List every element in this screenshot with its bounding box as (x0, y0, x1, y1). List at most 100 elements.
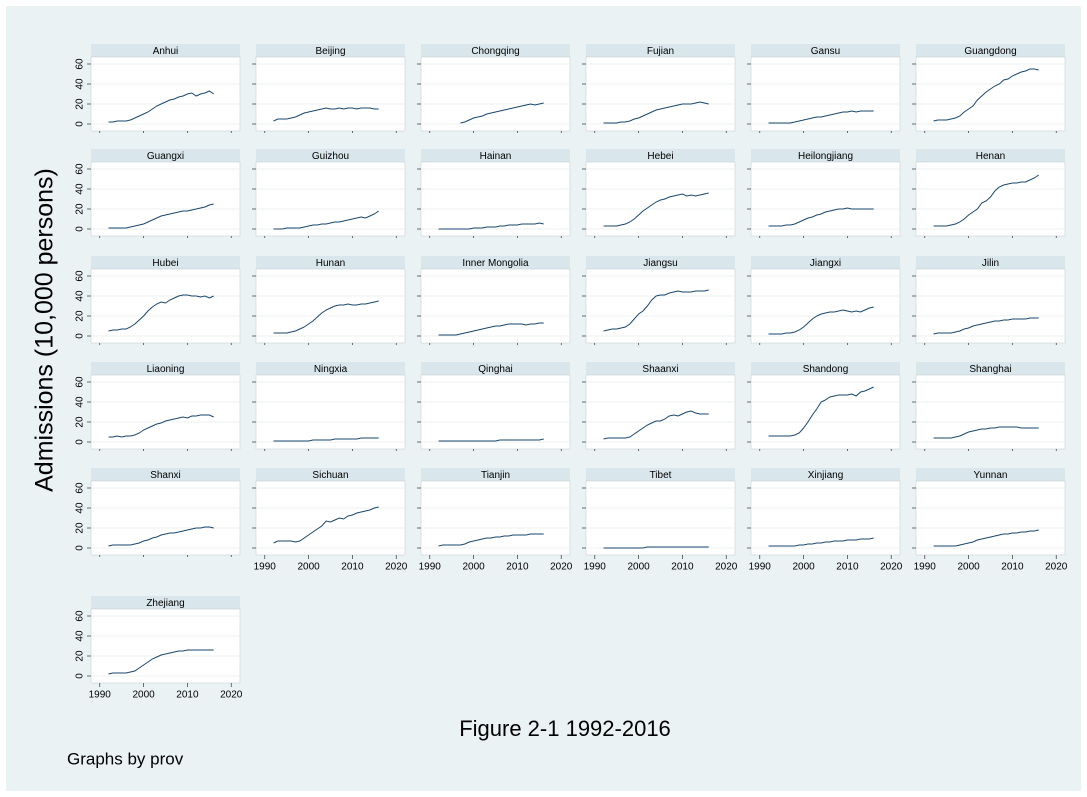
panel: Sichuan 1990 2000 2010 2020 (252, 468, 408, 573)
panel-header (751, 44, 900, 57)
panel-title: Sichuan (312, 470, 348, 481)
series-line (108, 526, 214, 547)
panel-title: Shanghai (969, 364, 1011, 375)
panel-header (91, 362, 240, 375)
plot-area (420, 480, 571, 556)
panel-title: Henan (976, 151, 1005, 162)
panel-header (421, 44, 570, 57)
series-line (768, 207, 874, 227)
panel-title: Shanxi (150, 470, 181, 481)
x-tick-label: 2010 (836, 562, 859, 573)
series-line (768, 537, 874, 547)
panel: Tianjin 1990 2000 2010 2020 (417, 468, 573, 573)
plot-area (255, 161, 406, 237)
plot-area (255, 480, 406, 556)
plot-area (915, 480, 1066, 556)
x-tick-label: 1990 (914, 562, 937, 573)
panel-title: Hunan (316, 258, 345, 269)
plot-area (750, 56, 901, 132)
panel: Shanxi 0 20 40 60 (75, 468, 241, 557)
panel-title: Zhejiang (146, 598, 184, 609)
plot-area (420, 268, 571, 344)
panel-title: Heilongjiang (798, 151, 853, 162)
panel-header (751, 362, 900, 375)
y-tick-label: 20 (75, 203, 86, 215)
plot-area (420, 56, 571, 132)
panel-title: Jiangxi (810, 258, 841, 269)
panel: Ningxia (252, 362, 406, 451)
panel: Shanghai (912, 362, 1066, 451)
panel: Beijing (252, 44, 406, 133)
plot-area (585, 56, 736, 132)
y-tick-label: 0 (75, 333, 86, 339)
panel-header (586, 362, 735, 375)
panel-header (421, 362, 570, 375)
panel: Heilongjiang (747, 149, 901, 238)
plot-area (90, 374, 241, 450)
y-tick-label: 60 (75, 58, 86, 70)
caption: Figure 2-1 1992-2016 (459, 716, 671, 741)
panel-header (256, 256, 405, 269)
panel-title: Xinjiang (808, 470, 844, 481)
panel: Anhui 0 20 40 60 (75, 44, 241, 133)
x-tick-label: 1990 (254, 562, 277, 573)
series-line (438, 222, 544, 230)
series-line (273, 107, 379, 122)
panel-header (751, 256, 900, 269)
panel-title: Inner Mongolia (462, 258, 529, 269)
panel-header (916, 44, 1065, 57)
plot-area (255, 56, 406, 132)
panel-header (421, 149, 570, 162)
series-line (768, 110, 874, 124)
plot-area (90, 161, 241, 237)
series-line (108, 649, 214, 675)
panel-title: Jiangsu (643, 258, 677, 269)
panel: Gansu (747, 44, 901, 133)
y-tick-label: 60 (75, 163, 86, 175)
panel: Zhejiang 0 20 40 60 1990 2000 2010 2020 (75, 596, 243, 701)
panel: Chongqing (417, 44, 571, 133)
series-line (438, 322, 544, 336)
series-line (933, 317, 1039, 335)
x-tick-label: 2020 (880, 562, 903, 573)
panel: Fujian (582, 44, 736, 133)
panel: Hubei 0 20 40 60 (75, 256, 241, 345)
panel: Qinghai (417, 362, 571, 451)
panel-header (91, 468, 240, 481)
series-line (603, 289, 709, 332)
y-tick-label: 0 (75, 226, 86, 232)
x-tick-label: 2010 (671, 562, 694, 573)
y-tick-label: 40 (75, 396, 86, 408)
series-line (933, 426, 1039, 439)
x-tick-label: 2010 (1001, 562, 1024, 573)
plot-area (750, 268, 901, 344)
series-line (273, 506, 379, 544)
series-line (273, 300, 379, 334)
panel: Jiangxi (747, 256, 901, 345)
panel-header (421, 468, 570, 481)
y-tick-label: 0 (75, 439, 86, 445)
plot-area (915, 161, 1066, 237)
panel-title: Liaoning (147, 364, 185, 375)
panel: Henan (912, 149, 1066, 238)
x-tick-label: 1990 (749, 562, 772, 573)
series-line (768, 386, 874, 437)
panel-title: Guizhou (312, 151, 349, 162)
panel-title: Hubei (152, 258, 178, 269)
panel-title: Gansu (811, 46, 840, 57)
y-tick-label: 20 (75, 416, 86, 428)
panel-header (256, 44, 405, 57)
series-line (933, 68, 1039, 122)
panel-title: Ningxia (314, 364, 348, 375)
panel: Guangdong (912, 44, 1066, 133)
panel-header (91, 149, 240, 162)
y-tick-label: 0 (75, 121, 86, 127)
panel: Hunan (252, 256, 406, 345)
panel: Tibet 1990 2000 2010 2020 (582, 468, 738, 573)
panel-header (751, 468, 900, 481)
panel-header (916, 256, 1065, 269)
y-tick-label: 60 (75, 482, 86, 494)
plot-area (750, 480, 901, 556)
series-line (460, 102, 544, 124)
